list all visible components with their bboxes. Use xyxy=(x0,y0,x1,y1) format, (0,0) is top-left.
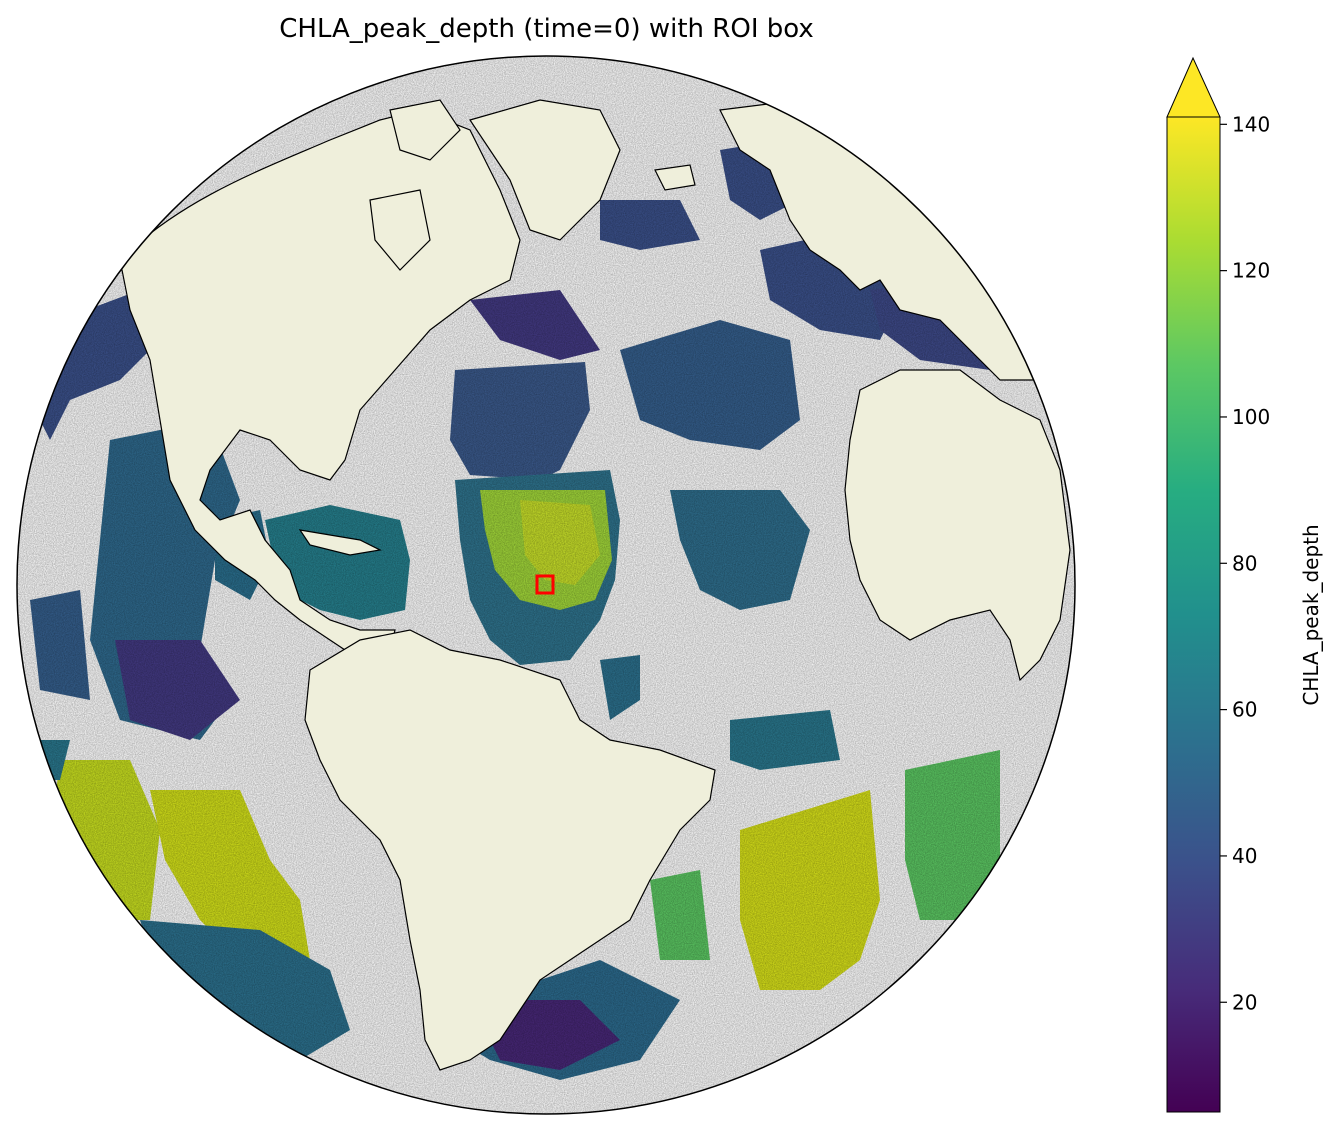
colorbar-ticks: 20 40 60 80 100 120 140 xyxy=(1220,112,1270,1014)
land-cuba xyxy=(298,529,382,556)
land-iceland xyxy=(654,164,696,191)
colorbar-tick-label: 80 xyxy=(1232,551,1257,575)
land-greenland xyxy=(469,99,621,241)
colorbar-tick-label: 120 xyxy=(1232,259,1270,283)
colorbar-extend-arrow xyxy=(1166,56,1221,118)
globe-map xyxy=(16,55,1076,1115)
land-africa xyxy=(844,369,1071,682)
colorbar-tick-label: 140 xyxy=(1232,112,1270,136)
colorbar-gradient xyxy=(1166,116,1221,1113)
map-title: CHLA_peak_depth (time=0) with ROI box xyxy=(279,14,814,44)
colorbar-tick-label: 100 xyxy=(1232,405,1270,429)
colorbar-tick-label: 40 xyxy=(1232,844,1257,868)
land-layer xyxy=(119,99,1071,1071)
roi-box xyxy=(535,574,555,595)
colorbar-label: CHLA_peak_depth xyxy=(1299,524,1323,705)
land-baffin xyxy=(369,189,431,271)
land-arctic-islands xyxy=(389,99,461,161)
globe-outline xyxy=(16,55,1076,1115)
colorbar-tick-label: 60 xyxy=(1232,698,1257,722)
colorbar-tick-label: 20 xyxy=(1232,990,1257,1014)
land-south-america xyxy=(304,629,716,1071)
